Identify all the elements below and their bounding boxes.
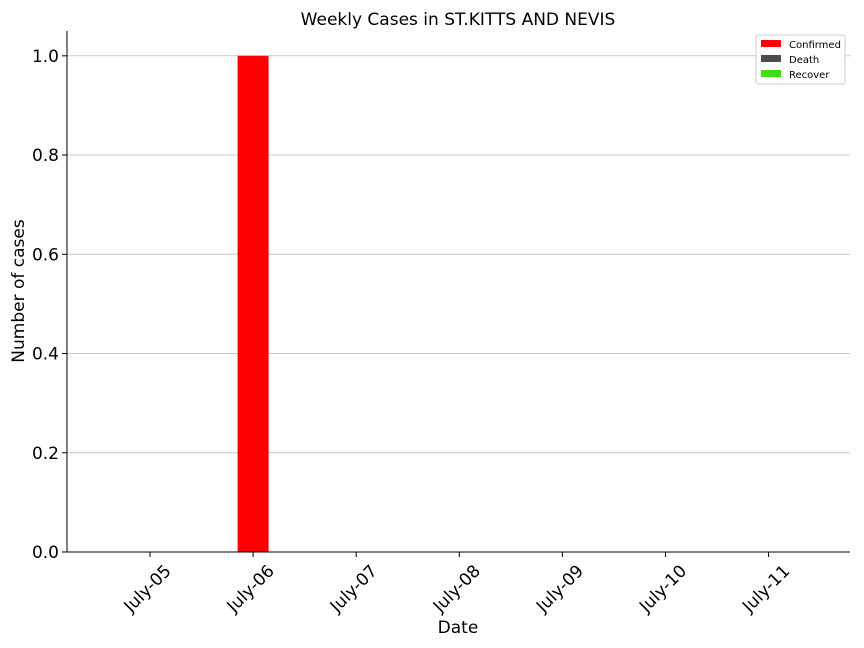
x-tick-label: July-10 <box>635 561 691 617</box>
legend-swatch-confirmed <box>761 40 781 47</box>
x-tick-label: July-09 <box>532 561 588 617</box>
x-tick-label: July-05 <box>120 561 176 617</box>
x-tick-label: July-06 <box>223 561 279 617</box>
y-ticks: 0.0 0.2 0.4 0.6 0.8 1.0 <box>32 47 67 563</box>
x-axis-label: Date <box>438 618 479 638</box>
legend-label-death: Death <box>789 55 819 66</box>
x-tick-label: July-11 <box>738 561 794 617</box>
y-tick-label: 0.4 <box>32 345 59 365</box>
bar-confirmed-July-06 <box>237 55 269 553</box>
legend-label-confirmed: Confirmed <box>789 40 841 51</box>
legend-swatch-death <box>761 55 781 62</box>
bars <box>237 55 269 553</box>
axes <box>66 31 850 553</box>
x-ticks: July-05 July-06 July-07 July-08 July-09 July-… <box>120 552 794 617</box>
y-axis-label: Number of cases <box>9 219 29 363</box>
y-tick-label: 0.0 <box>32 543 59 563</box>
y-tick-label: 1.0 <box>32 47 59 67</box>
chart-title: Weekly Cases in ST.KITTS AND NEVIS <box>301 10 616 30</box>
gridlines <box>67 55 850 454</box>
y-tick-label: 0.2 <box>32 444 59 464</box>
x-tick-label: July-07 <box>326 561 382 617</box>
x-tick-label: July-08 <box>429 561 485 617</box>
legend-label-recover: Recover <box>789 70 830 81</box>
y-tick-label: 0.6 <box>32 245 59 265</box>
legend: Confirmed Death Recover <box>755 34 846 85</box>
y-tick-label: 0.8 <box>32 146 59 166</box>
legend-swatch-recover <box>761 70 781 77</box>
